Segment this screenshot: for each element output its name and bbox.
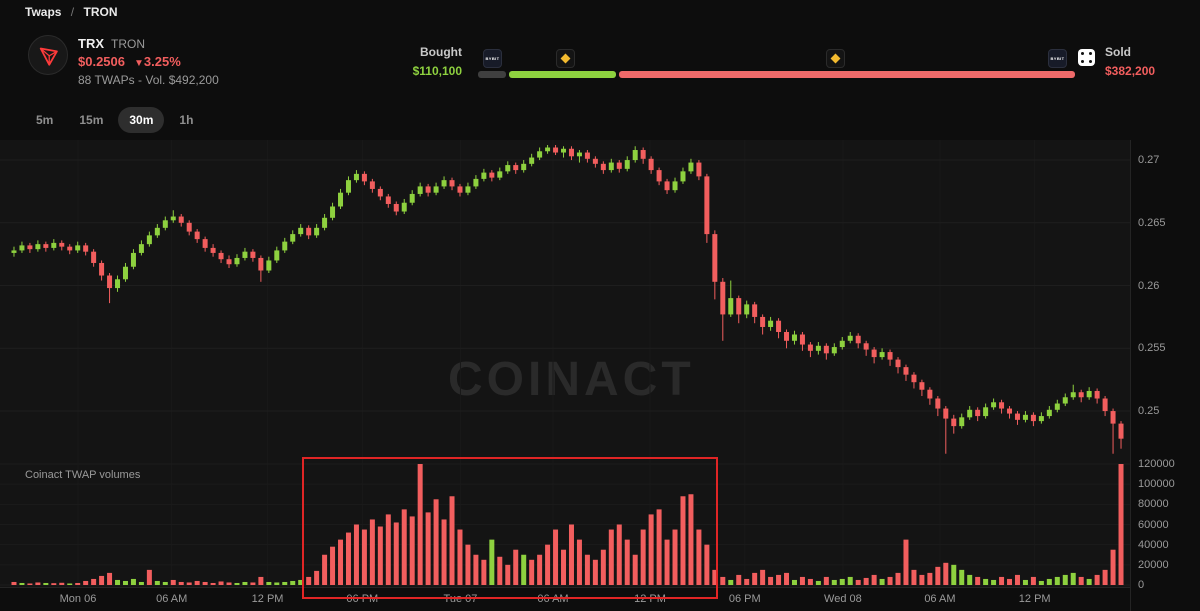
volume-tick-label: 60000 xyxy=(1138,518,1169,531)
sold-value: $382,200 xyxy=(1105,64,1156,78)
price-tick-label: 0.265 xyxy=(1138,216,1166,229)
token-symbol: TRX xyxy=(78,36,104,51)
token-change: 3.25% xyxy=(143,54,181,69)
time-axis-label: 12 PM xyxy=(1018,593,1051,605)
token-name: TRON xyxy=(111,37,145,51)
bought-label: Bought xyxy=(420,45,462,59)
volume-tick-label: 120000 xyxy=(1138,458,1175,470)
flow-segment-sold xyxy=(618,71,1075,78)
token-price: $0.2506 xyxy=(78,54,125,69)
right-axis-column xyxy=(1130,140,1200,611)
timeframe-button-30m[interactable]: 30m xyxy=(118,107,165,133)
timeframe-button-1h[interactable]: 1h xyxy=(168,107,204,133)
token-symbol-row: TRX TRON xyxy=(78,36,145,51)
bybit-icon: BYBIT xyxy=(483,49,502,68)
volume-tick-label: 0 xyxy=(1138,579,1145,591)
breadcrumb-separator: / xyxy=(70,5,75,19)
volume-tick-label: 100000 xyxy=(1138,478,1175,491)
time-axis-label: Wed 08 xyxy=(824,593,862,605)
time-axis-label: 06 PM xyxy=(728,593,761,605)
time-axis-label: 06 AM xyxy=(537,593,569,605)
bybit-icon: BYBIT xyxy=(1048,49,1067,68)
bought-sold-ratio-bar xyxy=(478,71,1075,78)
volume-bars-group xyxy=(11,464,1124,585)
price-tick-label: 0.255 xyxy=(1138,342,1166,355)
volume-tick-label: 40000 xyxy=(1138,538,1169,551)
time-axis-label: 06 PM xyxy=(346,593,379,605)
volume-pane-label: Coinact TWAP volumes xyxy=(25,469,141,481)
token-stats: 88 TWAPs - Vol. $492,200 xyxy=(78,73,219,87)
timeframe-button-15m[interactable]: 15m xyxy=(68,107,114,133)
candles-group xyxy=(11,145,1124,454)
breadcrumb-tron[interactable]: TRON xyxy=(83,5,118,19)
down-triangle-icon: ▼ xyxy=(134,58,144,69)
timeframe-group: 5m 15m 30m 1h xyxy=(25,107,204,133)
candlestick-chart[interactable] xyxy=(0,140,1130,457)
time-axis-label: 12 PM xyxy=(634,593,666,605)
flow-segment-other xyxy=(478,71,506,78)
time-axis-label: 06 AM xyxy=(156,593,188,605)
price-tick-label: 0.25 xyxy=(1138,405,1160,418)
time-axis-label: Mon 06 xyxy=(59,593,97,605)
bought-block: Bought $110,100 xyxy=(350,45,462,78)
sold-block: Sold $382,200 xyxy=(1105,45,1195,78)
binance-icon xyxy=(556,49,575,68)
time-axis-strip xyxy=(0,587,1130,611)
timeframe-button-5m[interactable]: 5m xyxy=(25,107,64,133)
flow-segment-bought xyxy=(508,71,616,78)
token-price-row: $0.2506 ▼3.25% xyxy=(78,54,181,69)
volume-chart[interactable] xyxy=(0,457,1130,587)
breadcrumb: Twaps / TRON xyxy=(25,5,117,19)
binance-icon xyxy=(826,49,845,68)
volume-tick-label: 20000 xyxy=(1138,558,1169,571)
chart-plot-background xyxy=(0,140,1130,587)
breadcrumb-twaps[interactable]: Twaps xyxy=(25,5,62,19)
time-axis-label: 06 AM xyxy=(924,593,956,605)
time-axis-label: 12 PM xyxy=(251,593,284,605)
time-axis-label: Tue 07 xyxy=(443,593,478,605)
dice-icon xyxy=(1078,49,1095,66)
tron-logo-icon xyxy=(28,35,68,75)
sold-label: Sold xyxy=(1105,45,1131,59)
price-tick-label: 0.27 xyxy=(1138,154,1160,167)
volume-tick-label: 80000 xyxy=(1138,498,1169,511)
bought-value: $110,100 xyxy=(412,64,462,78)
price-tick-label: 0.26 xyxy=(1138,279,1160,292)
